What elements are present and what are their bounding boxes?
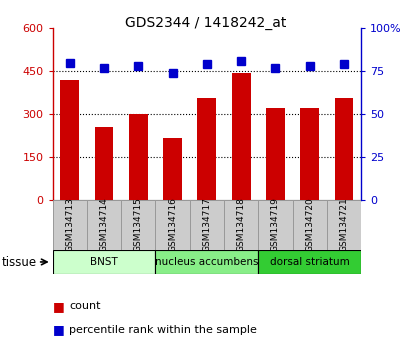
Text: GSM134717: GSM134717 [202, 197, 211, 252]
Text: ■: ■ [52, 324, 64, 336]
Bar [155, 200, 190, 250]
Text: GSM134716: GSM134716 [168, 197, 177, 252]
Text: GSM134714: GSM134714 [100, 198, 108, 252]
Text: GSM134718: GSM134718 [236, 197, 246, 252]
Bar [300, 108, 319, 200]
Bar [224, 200, 258, 250]
Bar [155, 250, 258, 274]
Bar [87, 200, 121, 250]
Bar [52, 250, 155, 274]
Text: ■: ■ [52, 300, 64, 313]
Bar [293, 200, 327, 250]
Text: percentile rank within the sample: percentile rank within the sample [69, 325, 257, 335]
Text: GSM134721: GSM134721 [339, 198, 349, 252]
Text: count: count [69, 301, 101, 311]
Text: tissue: tissue [2, 256, 37, 269]
Text: GSM134719: GSM134719 [271, 197, 280, 252]
Bar [335, 98, 354, 200]
Bar [163, 138, 182, 200]
Text: BNST: BNST [90, 257, 118, 267]
Text: nucleus accumbens: nucleus accumbens [155, 257, 259, 267]
Text: GSM134713: GSM134713 [65, 197, 74, 252]
Bar [258, 250, 361, 274]
Bar [129, 114, 148, 200]
Bar [52, 200, 87, 250]
Text: GDS2344 / 1418242_at: GDS2344 / 1418242_at [125, 16, 286, 30]
Text: GSM134720: GSM134720 [305, 198, 314, 252]
Bar [327, 200, 361, 250]
Text: GSM134715: GSM134715 [134, 197, 143, 252]
Bar [190, 200, 224, 250]
Bar [197, 98, 216, 200]
Bar [121, 200, 155, 250]
Bar [266, 108, 285, 200]
Bar [94, 127, 113, 200]
Bar [60, 80, 79, 200]
Bar [258, 200, 293, 250]
Bar [232, 73, 251, 200]
Text: dorsal striatum: dorsal striatum [270, 257, 349, 267]
